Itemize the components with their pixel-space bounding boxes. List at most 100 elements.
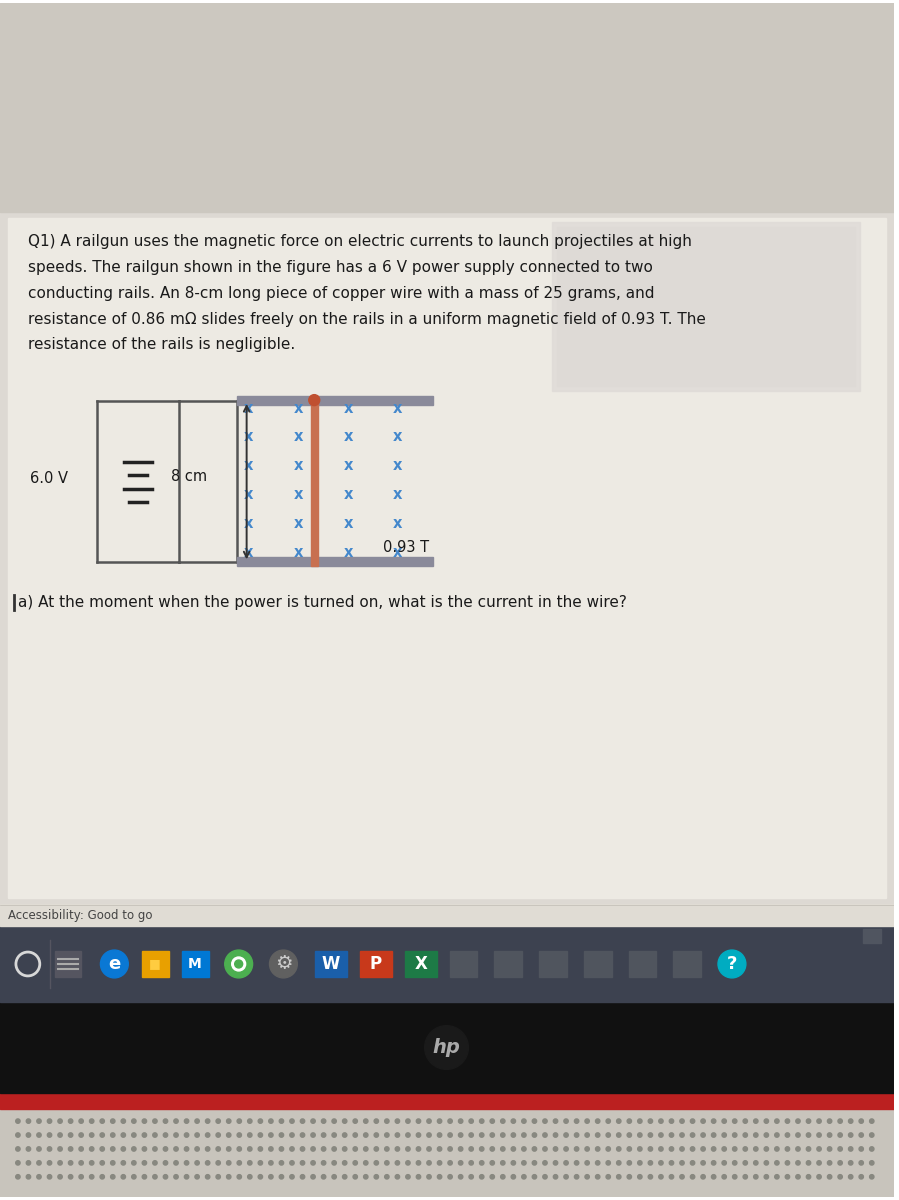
Circle shape	[764, 1160, 769, 1165]
Circle shape	[164, 1147, 168, 1151]
Circle shape	[26, 1175, 31, 1178]
Circle shape	[142, 1147, 147, 1151]
Circle shape	[343, 1147, 347, 1151]
Circle shape	[806, 1133, 811, 1138]
Circle shape	[343, 1133, 347, 1138]
Circle shape	[184, 1147, 189, 1151]
Circle shape	[512, 1147, 515, 1151]
Text: ?: ?	[726, 955, 737, 973]
Circle shape	[512, 1118, 515, 1123]
Circle shape	[469, 1133, 474, 1138]
Circle shape	[48, 1175, 52, 1178]
Text: x: x	[244, 487, 254, 502]
Circle shape	[416, 1147, 421, 1151]
Circle shape	[838, 1175, 842, 1178]
Circle shape	[227, 1133, 231, 1138]
Circle shape	[564, 1147, 568, 1151]
Circle shape	[374, 1160, 378, 1165]
Circle shape	[363, 1133, 368, 1138]
Circle shape	[164, 1118, 168, 1123]
Text: conducting rails. An 8-cm long piece of copper wire with a mass of 25 grams, and: conducting rails. An 8-cm long piece of …	[28, 286, 654, 301]
Circle shape	[806, 1118, 811, 1123]
Circle shape	[131, 1147, 136, 1151]
Circle shape	[701, 1133, 706, 1138]
Circle shape	[405, 1133, 410, 1138]
Circle shape	[585, 1118, 590, 1123]
Circle shape	[363, 1147, 368, 1151]
Circle shape	[753, 1147, 758, 1151]
Circle shape	[648, 1118, 653, 1123]
Circle shape	[405, 1118, 410, 1123]
Circle shape	[859, 1133, 863, 1138]
Circle shape	[479, 1147, 484, 1151]
Circle shape	[237, 1133, 242, 1138]
Circle shape	[690, 1133, 695, 1138]
Circle shape	[164, 1133, 168, 1138]
Circle shape	[521, 1133, 526, 1138]
Circle shape	[838, 1160, 842, 1165]
Circle shape	[648, 1133, 653, 1138]
Circle shape	[512, 1133, 515, 1138]
Circle shape	[659, 1118, 663, 1123]
Circle shape	[743, 1133, 747, 1138]
Circle shape	[206, 1118, 209, 1123]
Circle shape	[490, 1133, 494, 1138]
Circle shape	[343, 1160, 347, 1165]
Text: x: x	[343, 516, 352, 530]
Circle shape	[680, 1133, 684, 1138]
Circle shape	[322, 1133, 325, 1138]
Circle shape	[869, 1147, 874, 1151]
Circle shape	[237, 1147, 242, 1151]
Circle shape	[216, 1133, 220, 1138]
Circle shape	[722, 1175, 726, 1178]
Text: M: M	[188, 956, 201, 971]
Circle shape	[79, 1133, 84, 1138]
Circle shape	[733, 1160, 737, 1165]
Circle shape	[711, 1133, 716, 1138]
Circle shape	[448, 1147, 452, 1151]
Circle shape	[280, 1160, 283, 1165]
Circle shape	[121, 1133, 126, 1138]
Circle shape	[521, 1160, 526, 1165]
Circle shape	[363, 1118, 368, 1123]
Circle shape	[416, 1133, 421, 1138]
Circle shape	[227, 1175, 231, 1178]
Text: e: e	[108, 955, 120, 973]
Bar	[552, 222, 860, 391]
Circle shape	[574, 1118, 579, 1123]
Circle shape	[606, 1133, 610, 1138]
Circle shape	[659, 1133, 663, 1138]
Circle shape	[617, 1175, 621, 1178]
Circle shape	[501, 1175, 505, 1178]
Circle shape	[300, 1160, 305, 1165]
Text: 6.0 V: 6.0 V	[30, 470, 67, 486]
Text: x: x	[244, 430, 254, 444]
Circle shape	[195, 1160, 200, 1165]
Text: ⚙: ⚙	[275, 954, 292, 973]
Circle shape	[385, 1160, 389, 1165]
Circle shape	[796, 1160, 800, 1165]
Circle shape	[396, 1175, 399, 1178]
Circle shape	[827, 1175, 832, 1178]
Circle shape	[416, 1118, 421, 1123]
Text: x: x	[393, 545, 403, 559]
Circle shape	[332, 1147, 336, 1151]
Circle shape	[680, 1175, 684, 1178]
Circle shape	[37, 1175, 41, 1178]
Text: x: x	[244, 458, 254, 473]
Circle shape	[501, 1133, 505, 1138]
Circle shape	[553, 1175, 557, 1178]
Circle shape	[564, 1133, 568, 1138]
Circle shape	[564, 1160, 568, 1165]
Circle shape	[100, 1175, 104, 1178]
Circle shape	[743, 1118, 747, 1123]
Circle shape	[669, 1175, 673, 1178]
Circle shape	[269, 1133, 273, 1138]
Circle shape	[90, 1147, 93, 1151]
Circle shape	[26, 1133, 31, 1138]
Circle shape	[448, 1160, 452, 1165]
Circle shape	[817, 1147, 822, 1151]
Circle shape	[396, 1118, 399, 1123]
Circle shape	[68, 1118, 73, 1123]
Circle shape	[595, 1133, 600, 1138]
